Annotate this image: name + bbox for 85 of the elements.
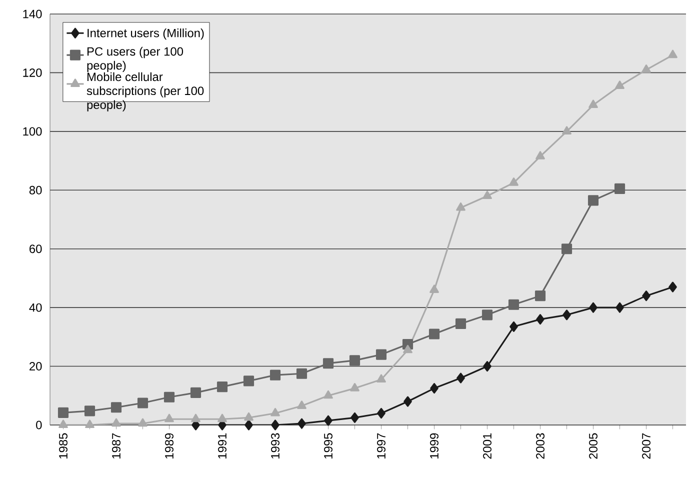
- point: [138, 418, 148, 427]
- point: [615, 80, 624, 89]
- point: [243, 376, 254, 386]
- y-tick-label: 140: [23, 10, 42, 18]
- point: [85, 420, 94, 428]
- point: [349, 355, 360, 366]
- point: [536, 151, 545, 160]
- point: [642, 64, 651, 73]
- x-tick-label: 1985: [59, 433, 68, 458]
- point: [296, 368, 308, 379]
- x-tick-label: 1995: [324, 433, 332, 458]
- point: [324, 415, 332, 426]
- legend-label: Internet users (Million): [88, 28, 204, 40]
- legend-label: PC users (per 100 people): [87, 46, 184, 72]
- point: [110, 402, 122, 413]
- point: [298, 418, 306, 429]
- point: [510, 321, 518, 332]
- point: [482, 190, 492, 200]
- point: [216, 382, 228, 392]
- point: [562, 310, 571, 320]
- point: [112, 418, 121, 427]
- point: [244, 412, 254, 421]
- point: [58, 420, 68, 428]
- point: [404, 396, 412, 407]
- x-tick-label: 1991: [218, 433, 226, 458]
- point: [376, 374, 386, 383]
- y-tick-label: 80: [29, 186, 42, 194]
- point: [350, 412, 359, 423]
- point: [350, 383, 360, 392]
- point: [58, 407, 69, 418]
- point: [588, 100, 598, 108]
- x-tick-label: 2001: [483, 433, 492, 459]
- y-tick-label: 60: [30, 244, 42, 254]
- point: [588, 195, 599, 206]
- point: [508, 299, 520, 310]
- point: [137, 398, 148, 408]
- point: [642, 290, 650, 302]
- point: [191, 414, 200, 422]
- point: [536, 314, 544, 325]
- point: [430, 383, 438, 394]
- point: [190, 387, 202, 398]
- point: [534, 290, 546, 302]
- point: [322, 358, 334, 369]
- x-tick-label: 1989: [165, 433, 174, 458]
- point: [561, 244, 572, 254]
- y-tick-label: 120: [23, 68, 42, 77]
- point: [668, 50, 678, 58]
- y-tick-label: 40: [29, 303, 42, 312]
- x-tick-label: 1997: [377, 433, 386, 458]
- point: [428, 328, 440, 340]
- y-tick-label: 0: [36, 420, 42, 430]
- point: [668, 282, 677, 292]
- point: [483, 361, 492, 372]
- point: [430, 284, 439, 293]
- point: [376, 349, 387, 360]
- point: [509, 178, 518, 186]
- point: [482, 310, 493, 320]
- point: [297, 400, 306, 409]
- point: [456, 202, 466, 211]
- y-tick-label: 20: [30, 362, 42, 371]
- point: [270, 370, 281, 380]
- point: [164, 414, 174, 422]
- x-tick-label: 2003: [536, 433, 544, 459]
- x-tick-label: 2007: [642, 433, 650, 459]
- point: [562, 126, 572, 134]
- point: [614, 183, 626, 194]
- point: [403, 344, 412, 354]
- point: [589, 302, 598, 313]
- x-tick-label: 2005: [589, 433, 598, 459]
- point: [616, 302, 624, 313]
- point: [456, 372, 465, 384]
- x-tick-label: 1999: [430, 433, 438, 458]
- point: [218, 414, 227, 422]
- x-tick-label: 1993: [271, 433, 280, 458]
- point: [455, 318, 466, 329]
- x-tick-label: 1987: [112, 433, 120, 458]
- point: [244, 420, 253, 430]
- point: [377, 408, 386, 419]
- point: [271, 420, 280, 430]
- point: [164, 392, 175, 402]
- point: [84, 406, 96, 416]
- point: [270, 408, 280, 416]
- y-tick-label: 100: [23, 127, 42, 136]
- legend-label: Mobile cellular subscriptions (per 100 people): [86, 72, 204, 112]
- point: [324, 390, 333, 399]
